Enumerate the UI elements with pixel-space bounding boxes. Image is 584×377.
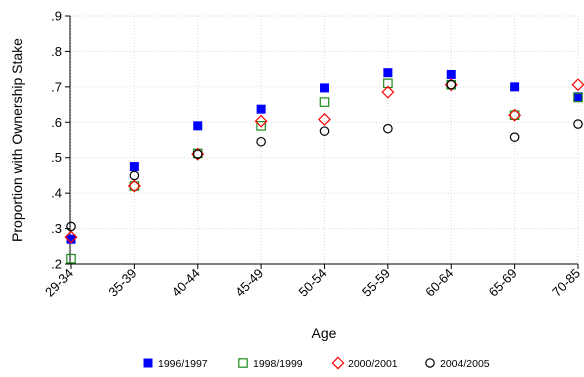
x-tick-label: 50-54 [296, 266, 330, 300]
data-point [254, 114, 268, 128]
data-point [319, 126, 330, 136]
data-point [510, 82, 520, 92]
x-axis-title: Age [312, 325, 337, 341]
x-tick-label: 40-44 [169, 266, 203, 300]
data-point [383, 123, 393, 134]
data-point [509, 110, 520, 120]
legend-item: 2004/2005 [425, 358, 490, 370]
y-tick-label: .5 [51, 150, 62, 165]
data-point [509, 132, 520, 142]
x-tick-label: 29-34 [42, 266, 76, 300]
data-point [64, 230, 78, 244]
data-point [571, 78, 584, 92]
data-point [127, 179, 141, 193]
x-tick-label: 45-49 [232, 266, 266, 300]
legend-label: 1996/1997 [158, 358, 208, 370]
data-point [256, 104, 266, 114]
series-2004-2005 [66, 79, 583, 232]
data-point [193, 121, 203, 131]
data-points [64, 68, 584, 264]
data-point [381, 85, 395, 99]
y-tick-label: .7 [51, 79, 62, 94]
data-point [256, 136, 266, 147]
y-tick-label: .6 [51, 115, 62, 130]
data-point [318, 113, 331, 126]
legend-item: 2000/2001 [331, 356, 398, 370]
legend-item: 1998/1999 [238, 358, 303, 370]
x-tick-label: 70-85 [549, 266, 583, 300]
data-point [192, 149, 203, 159]
data-point [446, 69, 456, 79]
data-point [446, 79, 457, 90]
data-point [320, 83, 329, 93]
data-point [383, 68, 393, 78]
legend-label: 2004/2005 [440, 358, 490, 370]
data-point [573, 92, 583, 103]
data-point [573, 119, 583, 129]
data-point [66, 221, 76, 232]
legend-label: 2000/2001 [348, 358, 398, 370]
data-point [319, 97, 330, 107]
x-tick-label: 35-39 [105, 266, 139, 300]
x-tick-label: 60-64 [422, 266, 456, 300]
legend-marker [425, 358, 435, 368]
legend: 1996/1997 1998/1999 2000/2001 2004/2005 [143, 356, 490, 370]
data-point [129, 170, 140, 181]
x-tick-label: 55-59 [359, 266, 393, 300]
data-point [129, 181, 140, 191]
y-tick-label: .8 [51, 44, 62, 59]
y-tick-label: .3 [51, 221, 62, 236]
data-point [508, 108, 522, 122]
x-tick-label: 65-69 [486, 266, 520, 300]
legend-label: 1998/1999 [253, 358, 303, 370]
y-axis-title: Proportion with Ownership Stake [9, 38, 25, 242]
legend-item: 1996/1997 [143, 358, 208, 370]
data-point [573, 92, 583, 102]
legend-marker [143, 358, 153, 368]
data-point [66, 234, 76, 244]
y-tick-label: .9 [51, 9, 62, 24]
data-point [383, 78, 393, 89]
data-point [66, 253, 76, 264]
y-axis-ticks: .2 .3 .4 .5 .6 .7 .8 .9 [51, 9, 70, 272]
x-axis-ticks: 29-34 35-39 40-44 45-49 50-54 55-59 60-64 65-69… [42, 264, 583, 300]
legend-marker [331, 356, 345, 370]
legend-marker [238, 358, 248, 368]
y-tick-label: .2 [51, 257, 62, 272]
y-tick-label: .4 [51, 186, 62, 201]
gridlines [70, 15, 579, 265]
series-1996-1997 [66, 68, 583, 244]
data-point [256, 121, 266, 131]
data-point [129, 162, 139, 172]
